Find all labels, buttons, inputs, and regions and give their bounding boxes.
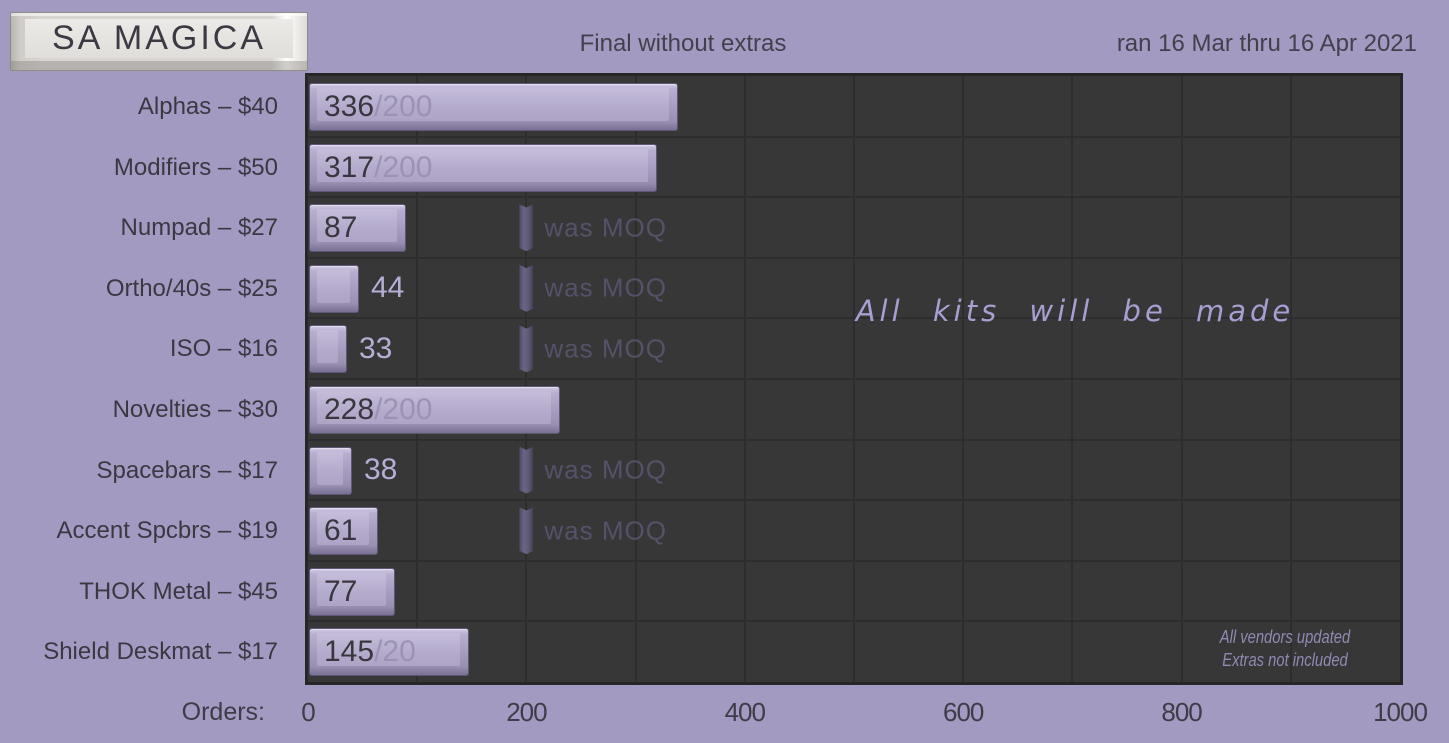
order-bar [309, 325, 347, 374]
chart-row: 44 was MOQ [308, 258, 1400, 319]
chart-row: 87 was MOQ [308, 197, 1400, 258]
moq-marker [519, 264, 534, 312]
chart-row: 228/200 [308, 379, 1400, 440]
x-tick-label: 0 [301, 697, 315, 727]
order-bar-face [317, 148, 648, 182]
order-bar [309, 264, 359, 313]
row-separator-line [308, 256, 1400, 259]
date-range: ran 16 Mar thru 16 Apr 2021 [1116, 30, 1417, 57]
bar-value-label: 38 [364, 453, 398, 487]
category-label: THOK Metal – $45 [79, 577, 278, 605]
order-count: 228 [324, 393, 375, 426]
order-count: 145 [324, 635, 375, 669]
x-tick-label: 400 [724, 697, 766, 727]
row-separator-line [308, 317, 1400, 320]
category-label: Alphas – $40 [137, 93, 278, 120]
order-bar-face [317, 88, 669, 121]
order-bar-face [317, 451, 343, 485]
order-bar: 61 [309, 507, 378, 556]
order-bar: 77 [309, 567, 395, 616]
chart-row: 317/200 [308, 137, 1400, 198]
category-label: Ortho/40s – $25 [105, 274, 278, 302]
corner-annotation-line1: All vendors updated [1219, 627, 1351, 647]
moq-marker-label: was MOQ [544, 515, 667, 546]
moq-marker-label: was MOQ [544, 272, 667, 303]
category-label: ISO – $16 [169, 335, 278, 363]
order-bar-face [317, 512, 369, 546]
chart-row: 38 was MOQ [308, 440, 1400, 501]
moq-fraction: /20 [374, 635, 416, 669]
chart-title: Final without extras [579, 30, 787, 57]
category-label: Shield Deskmat – $17 [43, 638, 278, 666]
row-separator-line [308, 559, 1400, 562]
category-label: Accent Spcbrs – $19 [56, 517, 278, 545]
order-bar: 87 [309, 204, 406, 253]
bar-value-label: 317/200 [324, 151, 432, 185]
moq-fraction: /200 [374, 393, 433, 426]
bar-value-label: 33 [359, 331, 393, 365]
bar-value-label: 77 [324, 575, 357, 609]
corner-annotation-line2: Extras not included [1222, 650, 1348, 670]
order-count: 87 [324, 211, 358, 245]
moq-marker [519, 204, 534, 252]
moq-marker [519, 446, 534, 494]
order-count: 336 [324, 90, 375, 123]
moq-marker [519, 325, 534, 373]
chart-row: 336/200 [308, 76, 1400, 137]
order-bar: 228/200 [309, 386, 560, 434]
plot-area: 336/200 317/200 87 was MOQ 44 was MOQ 33 was MO… [305, 73, 1403, 685]
chart-row: 145/20 [308, 621, 1400, 682]
x-axis: Orders: 0 200 400 600 800 1000 [0, 696, 1449, 732]
x-tick-label: 800 [1161, 697, 1202, 727]
order-count: 77 [324, 574, 358, 608]
row-separator-line [308, 499, 1400, 502]
order-bar: 145/20 [309, 628, 469, 677]
category-label: Modifiers – $50 [113, 153, 278, 181]
order-count: 61 [324, 514, 358, 548]
row-separator-line [308, 620, 1400, 623]
center-annotation: All kits will be made [855, 294, 1295, 328]
chart-row: 33 was MOQ [308, 318, 1400, 379]
bar-value-label: 44 [371, 271, 405, 305]
moq-fraction: /200 [374, 150, 433, 184]
order-bar: 317/200 [309, 143, 657, 192]
moq-marker-label: was MOQ [544, 333, 667, 364]
chart-row: 61 was MOQ [308, 500, 1400, 561]
category-label: Novelties – $30 [112, 396, 278, 423]
row-separator-line [308, 135, 1400, 138]
order-bar-face [317, 330, 338, 364]
category-label: Spacebars – $17 [96, 456, 278, 484]
bar-value-label: 228/200 [324, 393, 432, 427]
order-bar-face [317, 269, 350, 303]
moq-fraction: /200 [374, 90, 433, 123]
x-axis-title: Orders: [181, 698, 265, 726]
bar-value-label: 61 [324, 514, 357, 548]
corner-annotation: All vendors updated Extras not included [1187, 626, 1384, 672]
row-separator-line [308, 438, 1400, 441]
bar-value-label: 336/200 [324, 90, 432, 124]
row-separator-line [308, 196, 1400, 199]
order-bar-face [317, 572, 386, 606]
category-label: Numpad – $27 [120, 214, 278, 242]
bar-value-label: 145/20 [324, 635, 416, 669]
x-tick-label: 200 [506, 697, 547, 727]
chart-row: 77 [308, 561, 1400, 622]
order-count: 317 [324, 150, 375, 184]
bar-value-label: 87 [324, 211, 357, 245]
moq-marker [519, 507, 534, 555]
order-bar-face [317, 209, 397, 243]
x-tick-label: 600 [942, 697, 984, 727]
order-bar: 336/200 [309, 83, 678, 131]
x-tick-label: 1000 [1373, 697, 1428, 727]
row-separator-line [308, 378, 1400, 380]
order-bar [309, 446, 352, 495]
moq-marker-label: was MOQ [544, 454, 667, 485]
moq-marker-label: was MOQ [544, 212, 667, 243]
brand-keycap-badge: SA MAGICA [10, 12, 308, 71]
order-bar-face [317, 633, 460, 667]
order-bar-face [317, 391, 551, 424]
brand-label: SA MAGICA [25, 19, 293, 58]
